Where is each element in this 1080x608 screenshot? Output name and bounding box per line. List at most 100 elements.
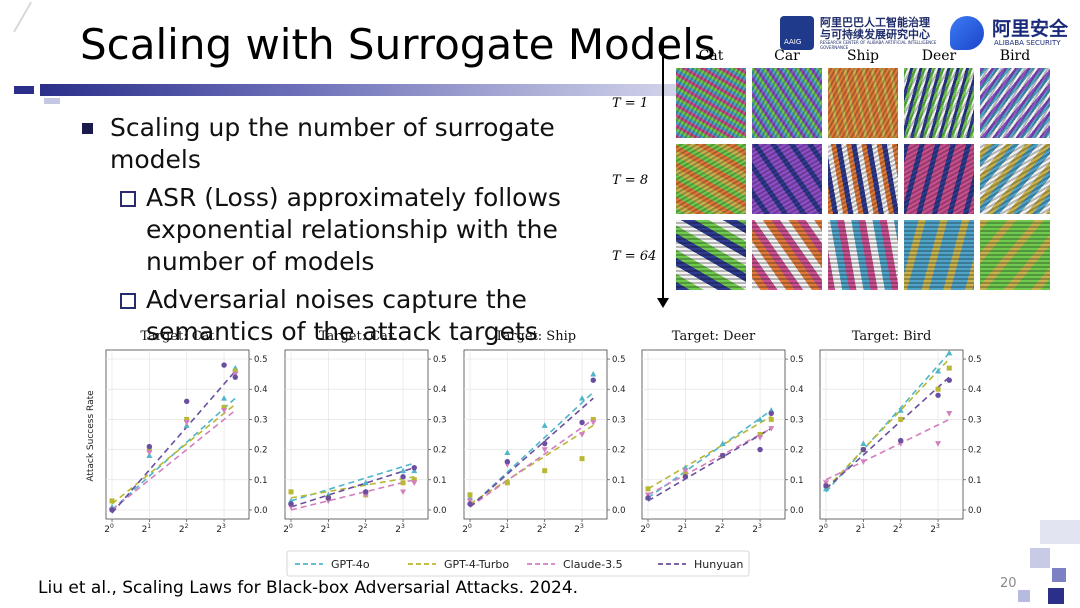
y-tick-label: 0.3 <box>612 415 626 425</box>
y-tick-label: 0.5 <box>254 355 268 365</box>
data-point <box>363 489 369 495</box>
adversarial-noise-image <box>752 144 822 214</box>
y-tick-label: 0.3 <box>968 415 982 425</box>
trend-line <box>111 409 236 511</box>
page-title: Scaling with Surrogate Models <box>80 20 716 69</box>
data-point <box>504 458 511 465</box>
data-point <box>400 474 406 480</box>
y-tick-label: 0.5 <box>433 355 447 365</box>
y-tick-label: 0.0 <box>968 506 982 516</box>
data-point <box>232 368 238 374</box>
trend-line <box>647 415 772 490</box>
x-tick-label: 20 <box>640 523 650 535</box>
noise-col-header: Car <box>774 48 800 64</box>
bullet-level2: ASR (Loss) approximately follows exponen… <box>80 182 576 278</box>
aaig-logo: AAIG 阿里巴巴人工智能治理 与可持续发展研究中心 RESEARCH CENT… <box>780 14 940 54</box>
data-point <box>221 395 228 401</box>
y-tick-label: 0.2 <box>433 446 447 456</box>
adversarial-noise-image <box>904 68 974 138</box>
data-point <box>504 480 510 486</box>
adversarial-noise-image <box>828 144 898 214</box>
data-point <box>232 374 238 380</box>
trend-line <box>825 376 950 490</box>
trend-line <box>111 370 236 514</box>
x-tick-label: 22 <box>893 523 903 535</box>
noise-row-label: T = 1 <box>612 96 649 111</box>
data-point <box>757 446 763 453</box>
chart-panel-title: Target: Ship <box>495 329 576 344</box>
aaig-name-en: RESEARCH CENTER OF ALIBABA ARTIFICIAL IN… <box>820 40 937 50</box>
x-tick-label: 21 <box>856 523 866 535</box>
data-point <box>109 507 115 513</box>
x-tick-label: 22 <box>358 523 368 535</box>
noise-row-label: T = 64 <box>612 249 657 264</box>
data-point <box>590 420 597 426</box>
arrow-line <box>662 40 664 302</box>
data-point <box>898 416 904 422</box>
data-point <box>768 416 774 422</box>
y-tick-label: 0.3 <box>254 415 268 425</box>
legend-label: GPT-4-Turbo <box>444 558 509 571</box>
bullet-text: ASR (Loss) approximately follows exponen… <box>146 183 561 276</box>
decor-square <box>1048 588 1064 604</box>
data-point <box>541 447 548 453</box>
data-point <box>184 416 190 422</box>
y-tick-label: 0.4 <box>968 385 982 395</box>
trend-line <box>290 466 415 508</box>
data-point <box>823 483 829 489</box>
decor-square <box>1040 520 1080 544</box>
aaig-name-cn-2: 与可持续发展研究中心 <box>820 28 930 41</box>
y-tick-label: 0.1 <box>790 476 804 486</box>
bullet-square-icon <box>82 123 93 134</box>
data-point <box>719 440 726 446</box>
decor-square <box>1018 590 1030 602</box>
data-point <box>221 404 227 410</box>
data-point <box>146 450 153 456</box>
noise-col-header: Deer <box>921 48 957 64</box>
y-tick-label: 0.2 <box>612 446 626 456</box>
adversarial-noise-image <box>752 220 822 290</box>
data-point <box>768 410 774 417</box>
decor-square <box>14 86 34 94</box>
trend-line <box>290 478 415 511</box>
y-tick-label: 0.2 <box>790 446 804 456</box>
x-tick-label: 22 <box>715 523 725 535</box>
x-tick-label: 23 <box>216 523 226 535</box>
y-tick-label: 0.4 <box>254 385 268 395</box>
data-point <box>504 449 511 456</box>
data-point <box>935 392 941 398</box>
trend-line <box>469 424 594 505</box>
legend-label: GPT-4o <box>331 558 370 571</box>
data-point <box>590 416 596 422</box>
adversarial-noise-image <box>980 68 1050 138</box>
y-tick-label: 0.1 <box>254 476 268 486</box>
y-tick-label: 0.1 <box>968 476 982 486</box>
x-tick-label: 20 <box>104 523 114 535</box>
data-point <box>682 474 689 480</box>
data-point <box>590 377 596 383</box>
decor-square <box>1030 548 1050 568</box>
y-tick-label: 0.0 <box>790 506 804 516</box>
y-axis-label: Attack Success Rate <box>86 390 96 482</box>
y-tick-label: 0.0 <box>612 506 626 516</box>
alibaba-security-logo: 阿里安全 ALIBABA SECURITY <box>950 14 1070 54</box>
data-point <box>411 477 417 483</box>
chart-panel-title: Target: Cat <box>140 329 215 344</box>
legend-label: Claude-3.5 <box>563 558 623 571</box>
y-tick-label: 0.3 <box>433 415 447 425</box>
x-tick-label: 20 <box>283 523 293 535</box>
bullet-hollow-square-icon <box>120 293 136 309</box>
data-point <box>325 495 332 501</box>
chart-panel-frame <box>819 349 964 520</box>
legend-label: Hunyuan <box>694 558 743 571</box>
adversarial-noise-image <box>980 144 1050 214</box>
aaig-emblem-icon: AAIG <box>780 16 814 50</box>
data-point <box>109 498 115 504</box>
y-tick-label: 0.3 <box>790 415 804 425</box>
data-point <box>757 435 764 441</box>
data-point <box>946 349 953 356</box>
data-point <box>221 362 227 368</box>
trend-line <box>825 352 950 493</box>
data-point <box>935 367 942 374</box>
